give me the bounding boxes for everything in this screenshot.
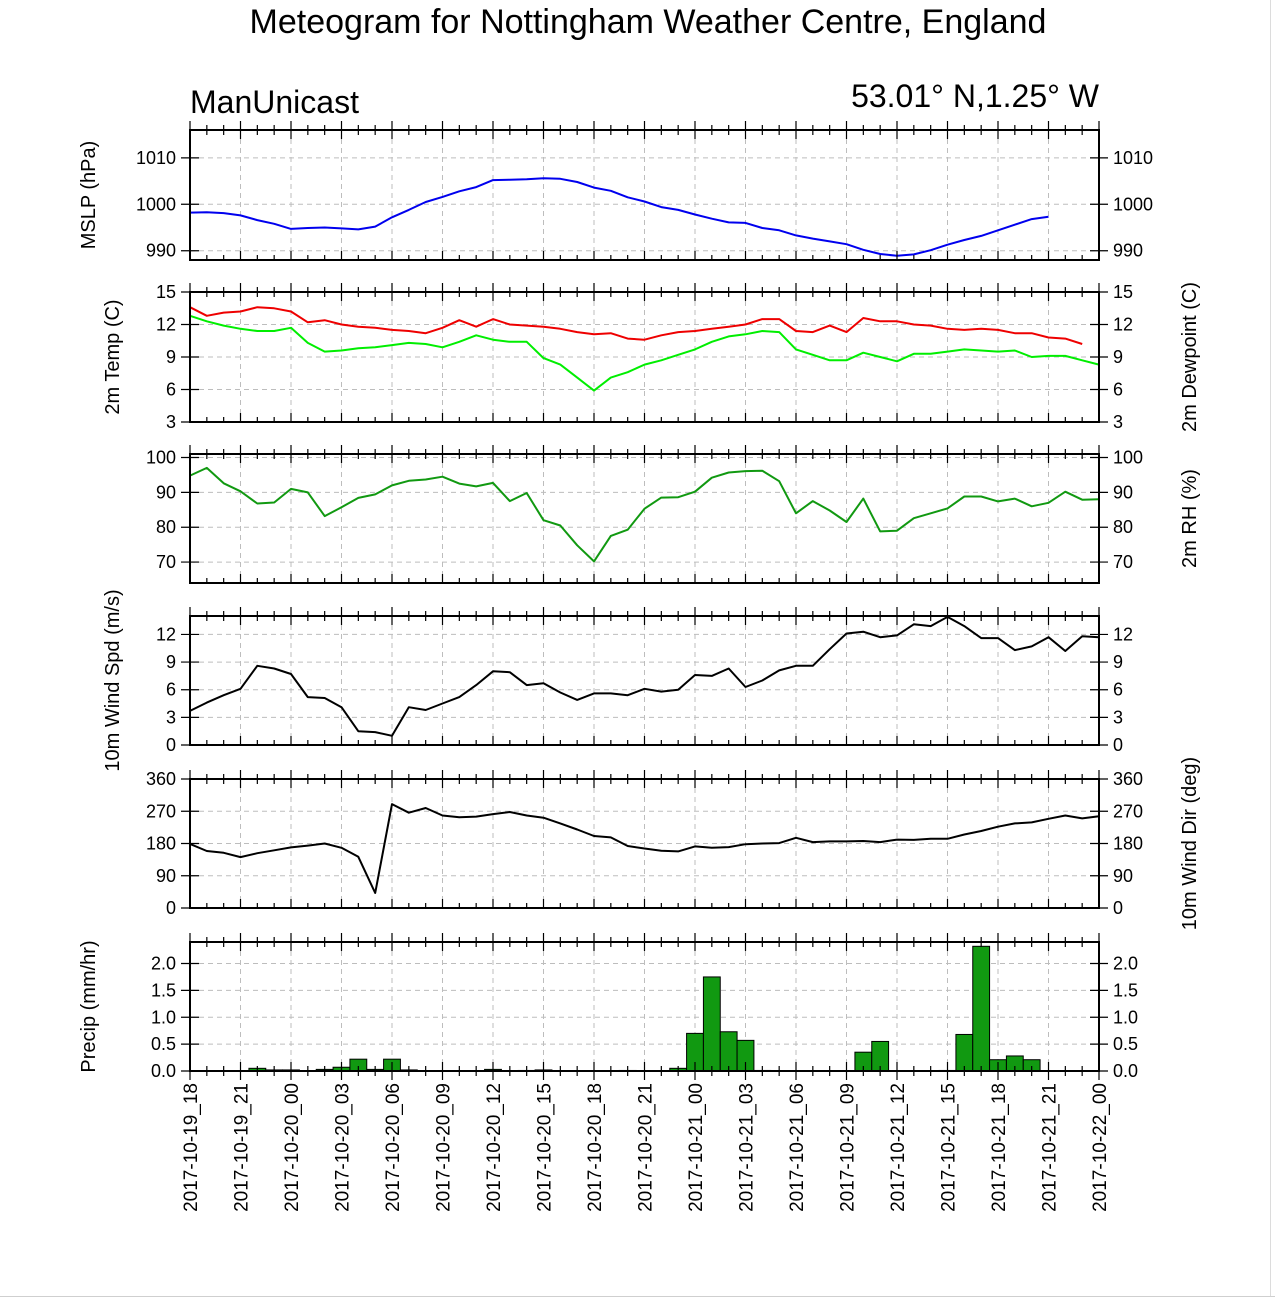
- x-tick-label: 2017-10-21_12: [888, 1083, 909, 1212]
- series-line: [189, 803, 1100, 894]
- y-tick-label-left: 0: [166, 735, 176, 755]
- y-tick-label-right: 9: [1113, 347, 1123, 367]
- y-tick-label-left: 12: [156, 315, 176, 335]
- x-tick-label: 2017-10-20_18: [585, 1083, 606, 1212]
- y-tick-label-left: 3: [166, 707, 176, 727]
- y-axis-title-left: 10m Wind Spd (m/s): [102, 589, 124, 771]
- y-tick-label-right: 90: [1113, 482, 1133, 502]
- y-tick-label-right: 1.5: [1113, 980, 1138, 1000]
- y-tick-label-left: 6: [166, 680, 176, 700]
- y-tick-label-left: 12: [156, 624, 176, 644]
- y-axis-title-left: Precip (mm/hr): [78, 940, 100, 1072]
- y-axis-title-left: 2m Temp (C): [102, 299, 124, 414]
- y-tick-label-left: 80: [156, 517, 176, 537]
- y-tick-label-right: 270: [1113, 801, 1143, 821]
- x-tick-label: 2017-10-21_03: [737, 1083, 758, 1212]
- y-tick-label-left: 3: [166, 412, 176, 432]
- x-tick-label: 2017-10-21_21: [1040, 1083, 1061, 1212]
- y-tick-label-right: 1000: [1113, 194, 1153, 214]
- y-tick-label-left: 990: [146, 241, 176, 261]
- y-tick-label-left: 6: [166, 380, 176, 400]
- y-tick-label-left: 90: [156, 482, 176, 502]
- y-tick-label-left: 180: [146, 834, 176, 854]
- x-tick-label: 2017-10-21_06: [787, 1083, 808, 1212]
- y-axis-title-left: MSLP (hPa): [78, 141, 100, 250]
- y-tick-label-right: 1010: [1113, 148, 1153, 168]
- x-tick-label: 2017-10-22_00: [1090, 1083, 1111, 1212]
- chart-title: Meteogram for Nottingham Weather Centre,…: [250, 3, 1047, 41]
- y-tick-label-right: 0: [1113, 735, 1123, 755]
- y-tick-label-right: 180: [1113, 834, 1143, 854]
- y-tick-label-left: 0.0: [151, 1061, 176, 1081]
- y-tick-label-right: 3: [1113, 707, 1123, 727]
- x-tick-label: 2017-10-21_09: [838, 1083, 859, 1212]
- y-tick-label-left: 1000: [136, 194, 176, 214]
- y-tick-label-right: 12: [1113, 624, 1133, 644]
- y-tick-label-right: 12: [1113, 315, 1133, 335]
- series-line: [189, 466, 1100, 563]
- x-tick-label: 2017-10-20_09: [434, 1083, 455, 1212]
- series-line: [189, 177, 1049, 257]
- y-tick-label-right: 360: [1113, 769, 1143, 789]
- y-tick-label-right: 0.0: [1113, 1061, 1138, 1081]
- y-tick-label-left: 0.5: [151, 1034, 176, 1054]
- y-tick-label-right: 0: [1113, 898, 1123, 918]
- x-tick-label: 2017-10-19_18: [181, 1083, 202, 1212]
- y-tick-label-left: 2.0: [151, 954, 176, 974]
- y-tick-label-left: 70: [156, 552, 176, 572]
- y-tick-label-left: 9: [166, 347, 176, 367]
- y-tick-label-right: 80: [1113, 517, 1133, 537]
- precip-bar: [702, 976, 721, 1072]
- x-tick-label: 2017-10-21_15: [939, 1083, 960, 1212]
- y-tick-label-right: 6: [1113, 380, 1123, 400]
- y-tick-label-left: 15: [156, 282, 176, 302]
- x-tick-label: 2017-10-20_03: [333, 1083, 354, 1212]
- y-tick-label-left: 1010: [136, 148, 176, 168]
- y-tick-label-left: 0: [166, 898, 176, 918]
- y-tick-label-left: 360: [146, 769, 176, 789]
- y-tick-label-left: 270: [146, 801, 176, 821]
- series-line: [189, 314, 1100, 392]
- y-tick-label-right: 990: [1113, 241, 1143, 261]
- y-tick-label-left: 1.5: [151, 980, 176, 1000]
- precip-bar: [955, 1033, 974, 1072]
- x-tick-label: 2017-10-21_00: [686, 1083, 707, 1212]
- x-tick-label: 2017-10-20_15: [535, 1083, 556, 1212]
- x-tick-label: 2017-10-21_18: [989, 1083, 1010, 1212]
- y-axis-title-right: 2m Dewpoint (C): [1179, 282, 1201, 432]
- y-tick-label-right: 0.5: [1113, 1034, 1138, 1054]
- right-border: [1270, 0, 1271, 1296]
- y-axis-title-right: 2m RH (%): [1179, 469, 1201, 568]
- y-tick-label-right: 1.0: [1113, 1007, 1138, 1027]
- x-tick-label: 2017-10-20_00: [282, 1083, 303, 1212]
- y-tick-label-right: 9: [1113, 652, 1123, 672]
- precip-bar: [972, 945, 991, 1072]
- x-tick-label: 2017-10-20_12: [484, 1083, 505, 1212]
- x-tick-label: 2017-10-20_06: [383, 1083, 404, 1212]
- x-tick-label: 2017-10-19_21: [232, 1083, 253, 1212]
- y-tick-label-right: 90: [1113, 866, 1133, 886]
- y-axis-title-right: 10m Wind Dir (deg): [1179, 757, 1201, 930]
- y-tick-label-right: 3: [1113, 412, 1123, 432]
- station-coordinates: 53.01° N,1.25° W: [851, 78, 1100, 114]
- y-tick-label-right: 6: [1113, 680, 1123, 700]
- y-tick-label-right: 100: [1113, 447, 1143, 467]
- x-tick-label: 2017-10-20_21: [636, 1083, 657, 1212]
- series-line: [189, 306, 1083, 345]
- y-tick-label-right: 2.0: [1113, 954, 1138, 974]
- y-tick-label-right: 15: [1113, 282, 1133, 302]
- y-tick-label-left: 9: [166, 652, 176, 672]
- model-name: ManUnicast: [190, 84, 359, 120]
- y-tick-label-right: 70: [1113, 552, 1133, 572]
- y-tick-label-left: 100: [146, 447, 176, 467]
- y-tick-label-left: 90: [156, 866, 176, 886]
- y-tick-label-left: 1.0: [151, 1007, 176, 1027]
- precip-bar: [719, 1031, 738, 1072]
- bottom-border: [0, 1296, 1275, 1297]
